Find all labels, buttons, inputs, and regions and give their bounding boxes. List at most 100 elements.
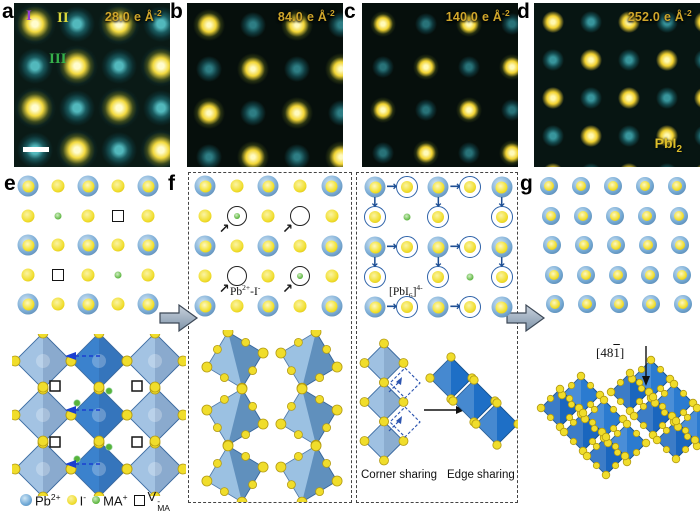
panel-letter-g: g [520, 172, 533, 195]
pbi2-column [639, 236, 657, 254]
pbi2-column [668, 177, 686, 195]
vacancy-circle [226, 266, 247, 286]
pbi2-column [575, 236, 593, 254]
iodide-atom [51, 179, 65, 193]
pbi6-shift-right-arrow-icon: → [386, 299, 398, 315]
iodide-atom [198, 269, 212, 283]
ma-ion [466, 273, 474, 281]
pbi6-shift-down-arrow-icon: ↓ [369, 195, 381, 211]
pbi6-unit [427, 266, 450, 288]
panel-letter-f: f [168, 172, 175, 195]
pbi2-column [636, 177, 654, 195]
defect-pointer-arrow-icon: ↗ [218, 222, 230, 237]
pbi6-shift-down-arrow-icon: ↓ [369, 255, 381, 271]
ma-ion [114, 271, 122, 278]
iodide-atom [230, 299, 244, 313]
pbi6-unit [395, 176, 418, 198]
region-label-III: III [49, 51, 67, 67]
panel-letter-e: e [4, 172, 16, 195]
stem-image-a: I II III 28.0 e Å-2 [14, 3, 170, 167]
transform-arrow-f-to-g [506, 303, 546, 333]
defect-pointer-arrow-icon: ↗ [282, 222, 293, 237]
ma-vacancy-square [52, 268, 64, 281]
pb-atom [427, 236, 449, 258]
pb-atom [427, 176, 449, 198]
pbi6-shift-down-arrow-icon: ↓ [496, 255, 508, 271]
ma-ion [54, 212, 62, 219]
pbi2-column [672, 265, 691, 284]
panel-letter-c: c [344, 0, 356, 23]
region-label-II: II [57, 10, 69, 26]
pbi6-unit [395, 296, 418, 318]
pbi2-column [572, 177, 590, 195]
iodide-icon [66, 494, 77, 505]
pb-atom [137, 293, 159, 315]
pbi6-shift-right-arrow-icon: → [386, 239, 398, 255]
pbi6-shift-down-arrow-icon: ↓ [432, 195, 444, 211]
pbi6-unit [459, 176, 482, 198]
pbi2-column [640, 265, 659, 284]
pbi2-column [604, 177, 622, 195]
pbi2-column [610, 295, 628, 313]
pb-atom [364, 236, 386, 258]
legend-item-pb: Pb2+ [20, 492, 61, 508]
panel-letter-a: a [2, 0, 14, 23]
pbi6-unit [364, 206, 386, 228]
pbi2-column [607, 236, 625, 254]
vacancy-circle [290, 206, 311, 226]
iodide-atom [141, 268, 155, 281]
pbi6-unit [427, 206, 450, 228]
iodide-atom [111, 179, 125, 193]
dose-label-c: 140.0 e Å-2 [445, 8, 510, 25]
pbi2-column [540, 177, 558, 195]
pb-atom [321, 235, 343, 257]
pbi2-column [543, 236, 561, 254]
pbi6-unit [490, 266, 513, 288]
crystal-direction-label: [481] [596, 345, 625, 360]
pbi2-column [642, 295, 660, 313]
pb-atom [194, 175, 216, 197]
pbi2-column [605, 206, 624, 225]
panel-letter-d: d [517, 0, 530, 23]
pb-atom [77, 293, 99, 315]
ma-icon [92, 495, 101, 504]
pbi2-column [576, 265, 595, 284]
pbi6-shift-right-arrow-icon: → [449, 299, 461, 315]
legend: Pb2+ I- MA+ V - MA [20, 489, 170, 512]
pbi6-shift-right-arrow-icon: → [449, 239, 461, 255]
transform-arrow-e-to-f [159, 303, 199, 333]
iodide-atom [293, 299, 307, 313]
pb-atom [364, 296, 386, 318]
pbi2-column [637, 206, 656, 225]
pbi2-label: PbI2 [654, 135, 682, 155]
perovskite-structure-e [12, 334, 186, 496]
circled-ma-ion [226, 206, 247, 226]
stem-image-d: 252.0 e Å-2 PbI2 [534, 3, 700, 167]
dose-label-d: 252.0 e Å-2 [627, 8, 692, 25]
pb-atom [257, 295, 279, 317]
pb-atom [321, 175, 343, 197]
iodide-atom [81, 268, 95, 281]
tilted-octahedra-f [201, 330, 343, 502]
region-label-I: I [26, 8, 32, 24]
ma-vacancy-square [112, 209, 124, 222]
ma-ion [403, 213, 411, 221]
pb-atom [17, 175, 39, 197]
corner-sharing-label: Corner sharing [361, 469, 438, 481]
iodide-atom [111, 238, 125, 252]
iodide-atom [325, 269, 339, 283]
pbi6-shift-right-arrow-icon: → [449, 179, 461, 195]
iodide-atom [293, 179, 307, 193]
pb-atom [257, 235, 279, 257]
defect-pointer-arrow-icon: ↗ [218, 282, 230, 297]
pb-atom [194, 235, 216, 257]
dose-label-b: 84.0 e Å-2 [277, 8, 335, 25]
pb-atom [137, 234, 159, 256]
pbi6-shift-down-arrow-icon: ↓ [432, 255, 444, 271]
pbi2-column [544, 265, 563, 284]
dashed-box-pbi6-stage [356, 172, 518, 503]
pb-atom [491, 296, 513, 318]
iodide-atom [51, 297, 65, 311]
iodide-atom [230, 239, 244, 253]
